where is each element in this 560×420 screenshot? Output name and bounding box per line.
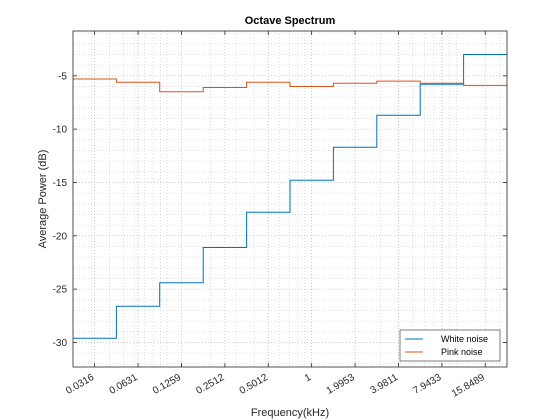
y-tick-label: -5 <box>58 71 67 82</box>
chart-title: Octave Spectrum <box>245 15 336 27</box>
series-layer <box>73 54 507 339</box>
y-tick-label: -15 <box>53 178 68 189</box>
legend: White noise Pink noise <box>399 329 501 362</box>
plot-frame <box>72 30 508 368</box>
y-tick-label: -10 <box>53 125 68 136</box>
legend-label-pink-noise: Pink noise <box>441 347 483 357</box>
series-line-pink-noise <box>73 78 507 93</box>
legend-box <box>399 329 501 362</box>
axis-ticks <box>73 31 507 367</box>
y-tick-label: -20 <box>53 231 68 242</box>
x-tick-label: 1 <box>303 372 314 385</box>
y-tick-labels: -30 -25 -20 -15 -10 -5 <box>53 71 68 349</box>
y-tick-label: -30 <box>53 338 68 349</box>
x-axis-label: Frequency(kHz) <box>251 407 329 419</box>
y-axis-label: Average Power (dB) <box>37 150 49 249</box>
y-tick-label: -25 <box>53 285 68 296</box>
legend-label-white-noise: White noise <box>441 334 488 344</box>
series-line-white-noise <box>73 54 507 339</box>
